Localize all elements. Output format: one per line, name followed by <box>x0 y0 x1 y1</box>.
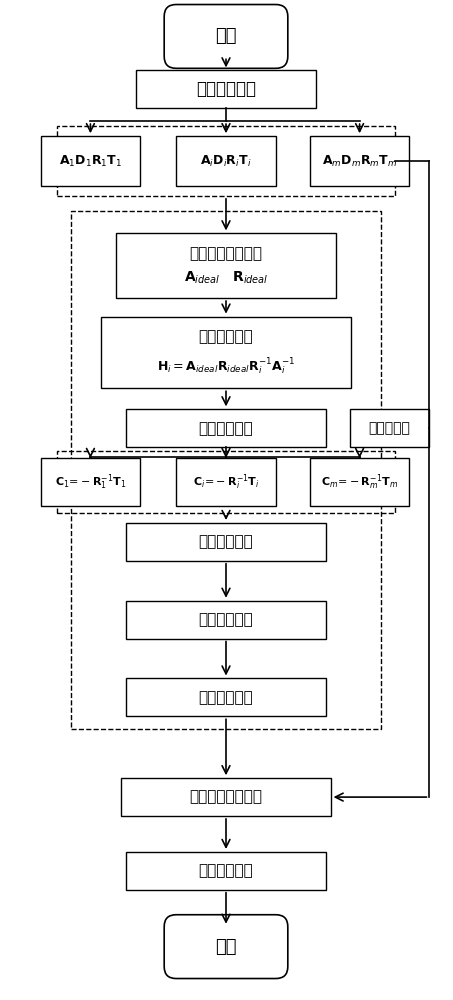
FancyBboxPatch shape <box>350 409 429 447</box>
Text: 计算理想相机矩阵: 计算理想相机矩阵 <box>189 246 262 261</box>
Text: 阵列图像实时显示: 阵列图像实时显示 <box>189 790 262 805</box>
FancyBboxPatch shape <box>164 915 288 979</box>
Text: 查找表计算: 查找表计算 <box>369 421 410 435</box>
FancyBboxPatch shape <box>41 136 140 186</box>
FancyBboxPatch shape <box>126 678 326 716</box>
Text: 像素平移计算: 像素平移计算 <box>198 612 253 627</box>
FancyBboxPatch shape <box>176 458 276 506</box>
Text: 光心位置校正: 光心位置校正 <box>198 534 253 549</box>
Text: $\mathbf{A}_m\mathbf{D}_m\mathbf{R}_m\mathbf{T}_m$: $\mathbf{A}_m\mathbf{D}_m\mathbf{R}_m\ma… <box>322 153 397 169</box>
Text: 结构表面检测: 结构表面检测 <box>198 863 253 878</box>
FancyBboxPatch shape <box>164 5 288 68</box>
FancyBboxPatch shape <box>136 70 316 108</box>
FancyBboxPatch shape <box>126 601 326 639</box>
FancyBboxPatch shape <box>310 458 410 506</box>
Text: $\mathbf{A}_{ideal}\quad\mathbf{R}_{ideal}$: $\mathbf{A}_{ideal}\quad\mathbf{R}_{idea… <box>184 269 268 286</box>
FancyBboxPatch shape <box>176 136 276 186</box>
FancyBboxPatch shape <box>126 409 326 447</box>
Text: $\mathbf{C}_i\!=\!-\mathbf{R}_i^{-1}\mathbf{T}_i$: $\mathbf{C}_i\!=\!-\mathbf{R}_i^{-1}\mat… <box>193 472 260 492</box>
FancyBboxPatch shape <box>101 317 351 388</box>
Text: 镜头畸变校正: 镜头畸变校正 <box>198 690 253 705</box>
FancyBboxPatch shape <box>121 778 331 816</box>
Text: 结束: 结束 <box>215 938 237 956</box>
FancyBboxPatch shape <box>41 458 140 506</box>
Text: $\mathbf{H}_i = \mathbf{A}_{ideal}\mathbf{R}_{ideal}\mathbf{R}_i^{-1}\mathbf{A}_: $\mathbf{H}_i = \mathbf{A}_{ideal}\mathb… <box>157 356 295 377</box>
FancyBboxPatch shape <box>126 852 326 890</box>
Text: 阵列相机标定: 阵列相机标定 <box>196 80 256 98</box>
FancyBboxPatch shape <box>126 523 326 561</box>
Text: $\mathbf{C}_1\!=\!-\mathbf{R}_1^{-1}\mathbf{T}_1$: $\mathbf{C}_1\!=\!-\mathbf{R}_1^{-1}\mat… <box>55 472 126 492</box>
Text: $\mathbf{A}_1\mathbf{D}_1\mathbf{R}_1\mathbf{T}_1$: $\mathbf{A}_1\mathbf{D}_1\mathbf{R}_1\ma… <box>59 153 122 169</box>
Text: $\mathbf{C}_m\!=\!-\mathbf{R}_m^{-1}\mathbf{T}_m$: $\mathbf{C}_m\!=\!-\mathbf{R}_m^{-1}\mat… <box>321 472 398 492</box>
Text: 图像单应变换: 图像单应变换 <box>198 329 253 344</box>
FancyBboxPatch shape <box>116 233 336 298</box>
Text: 开始: 开始 <box>215 27 237 45</box>
Text: 光心位置计算: 光心位置计算 <box>198 421 253 436</box>
Text: $\mathbf{A}_i\mathbf{D}_i\mathbf{R}_i\mathbf{T}_i$: $\mathbf{A}_i\mathbf{D}_i\mathbf{R}_i\ma… <box>200 153 252 169</box>
FancyBboxPatch shape <box>310 136 410 186</box>
